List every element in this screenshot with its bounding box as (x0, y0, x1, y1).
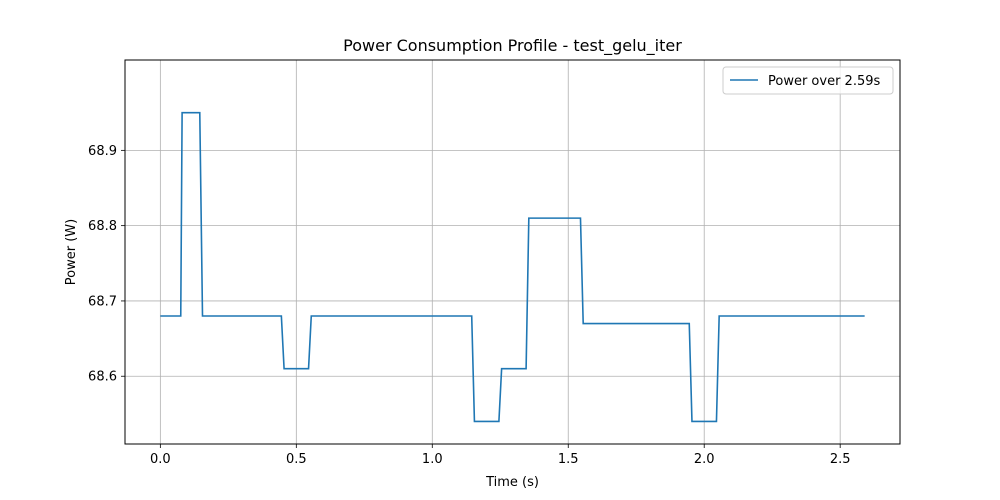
x-tick-label: 2.0 (694, 452, 715, 467)
x-tick-label: 1.5 (558, 452, 579, 467)
legend-box (722, 66, 894, 95)
y-axis-label: Power (W) (64, 219, 79, 285)
legend-label-power: Power over 2.59s (768, 74, 881, 89)
x-axis-label: Time (s) (485, 475, 539, 490)
legend: Power over 2.59s (722, 66, 894, 95)
y-tick-label: 68.9 (88, 144, 117, 159)
series-line-power (160, 111, 865, 423)
chart-title: Power Consumption Profile - test_gelu_it… (343, 36, 682, 56)
y-tick-label: 68.7 (88, 294, 117, 309)
x-tick-label: 0.0 (150, 452, 171, 467)
series-layer (160, 111, 865, 423)
grid-lines (125, 60, 900, 444)
y-tick-label: 68.6 (88, 370, 117, 385)
x-tick-label: 0.5 (286, 452, 307, 467)
y-axis-ticks: 68.6 68.7 68.8 68.9 (88, 144, 125, 385)
x-tick-label: 2.5 (830, 452, 851, 467)
y-tick-label: 68.8 (88, 219, 117, 234)
x-axis-ticks: 0.0 0.5 1.0 1.5 2.0 2.5 (150, 444, 851, 467)
plot-area-frame (124, 59, 901, 445)
x-tick-label: 1.0 (422, 452, 443, 467)
